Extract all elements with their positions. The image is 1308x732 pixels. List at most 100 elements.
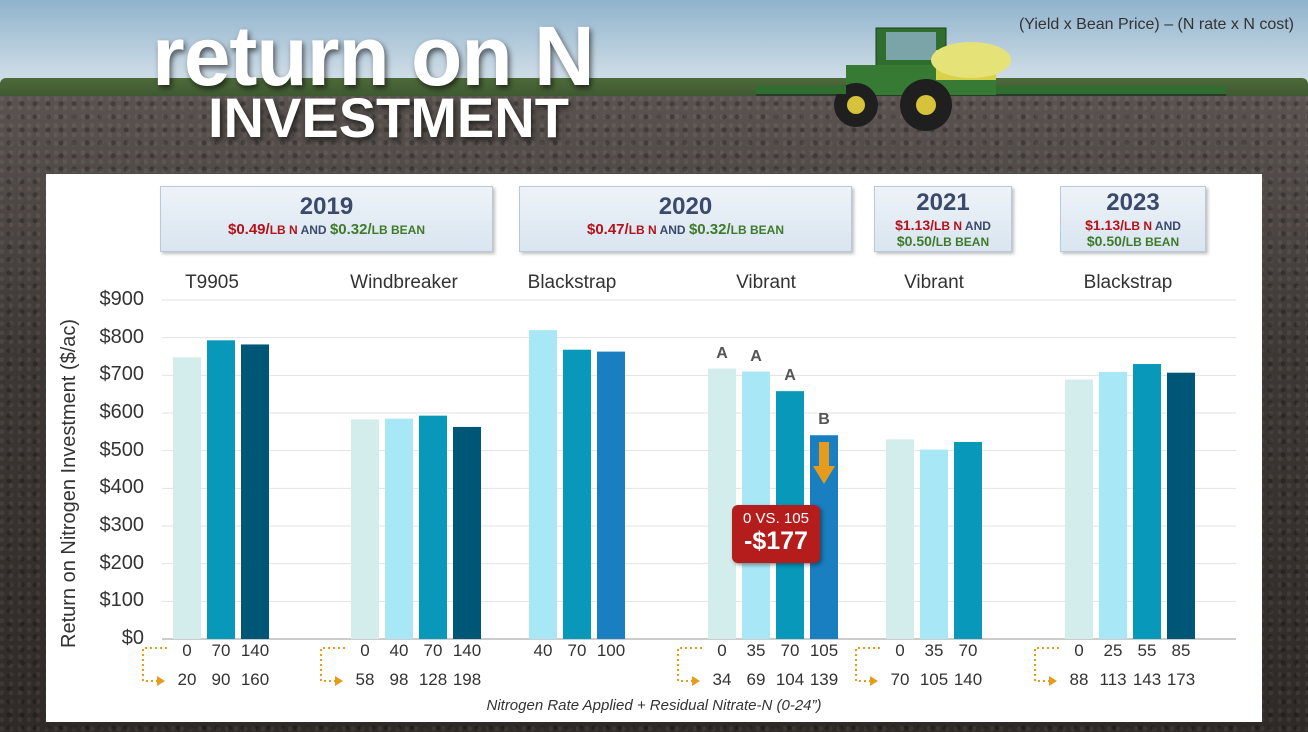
x-tick-label-rate: 70 — [423, 641, 443, 660]
connector-arrow — [1034, 647, 1059, 682]
x-tick-label-total: 20 — [177, 670, 197, 689]
x-tick-label-rate: 0 — [895, 641, 905, 660]
x-tick-label-rate: 0 — [717, 641, 727, 660]
year-box-2021: 2021 $1.13/LB N AND $0.50/LB BEAN — [874, 186, 1012, 252]
bar — [419, 415, 447, 639]
year-box-2020: 2020 $0.47/LB N AND $0.32/LB BEAN — [519, 186, 852, 252]
x-tick-label-total: 160 — [240, 670, 270, 689]
x-tick-label-total: 34 — [712, 670, 732, 689]
bar — [1133, 364, 1161, 639]
y-tick-label: $200 — [99, 551, 145, 574]
variety-label: Vibrant — [904, 272, 964, 293]
y-tick-label: $900 — [99, 288, 145, 310]
bar — [1099, 371, 1127, 639]
bar — [173, 357, 201, 639]
x-tick-label-total: 104 — [775, 670, 805, 689]
variety-label: Blackstrap — [1083, 272, 1173, 293]
connector-arrow — [320, 647, 345, 682]
n-price: $0.49/ — [227, 221, 270, 238]
x-tick-label-rate: 0 — [360, 641, 370, 660]
n-unit: LB N — [269, 223, 298, 237]
x-tick-label-total: 105 — [919, 670, 949, 689]
connector-arrow — [142, 647, 167, 682]
connector-arrow — [677, 647, 702, 682]
y-tick-label: $400 — [99, 476, 145, 499]
x-tick-label-total: 173 — [1166, 670, 1196, 689]
y-tick-label: $600 — [99, 401, 145, 423]
x-tick-label-rate: 55 — [1137, 641, 1157, 660]
x-tick-label-rate: 70 — [211, 641, 231, 660]
x-tick-label-rate: 25 — [1103, 641, 1123, 660]
x-tick-label-rate: 35 — [924, 641, 944, 660]
and-text: AND — [656, 223, 689, 237]
bar — [1065, 379, 1093, 639]
bar — [385, 418, 413, 639]
bean-price: $0.50/ — [1086, 233, 1126, 249]
bar — [529, 330, 557, 639]
x-tick-label-total: 198 — [452, 670, 482, 689]
variety-label: Vibrant — [736, 272, 796, 293]
year-box-2023: 2023 $1.13/LB N AND $0.50/LB BEAN — [1060, 186, 1206, 252]
x-tick-label-rate: 0 — [182, 641, 192, 660]
year-label: 2021 — [916, 189, 970, 216]
x-tick-label-rate: 85 — [1171, 641, 1191, 660]
bar — [708, 368, 736, 639]
x-tick-label-total: 69 — [746, 670, 766, 689]
year-label: 2019 — [299, 193, 354, 220]
significance-letter: A — [784, 367, 796, 385]
n-price: $1.13/ — [1085, 217, 1125, 233]
y-tick-label: $0 — [121, 627, 144, 649]
year-label: 2023 — [1106, 189, 1160, 216]
connector-arrowhead — [1049, 676, 1057, 686]
y-tick-label: $300 — [99, 514, 145, 536]
n-price: $1.13/ — [895, 217, 935, 233]
y-tick-label: $100 — [99, 589, 145, 612]
down-arrow-icon — [813, 442, 835, 484]
and-text: AND — [1152, 219, 1181, 233]
formula-text: (Yield x Bean Price) – (N rate x N cost) — [1018, 16, 1294, 33]
variety-label: T9905 — [185, 272, 239, 293]
x-tick-label-rate: 35 — [746, 641, 766, 660]
x-tick-label-rate: 70 — [780, 641, 800, 660]
x-tick-label-total: 90 — [211, 670, 231, 689]
x-tick-label-rate: 0 — [1074, 641, 1084, 660]
bar — [886, 439, 914, 639]
tractor-image — [756, 27, 1226, 131]
x-tick-label-total: 128 — [418, 670, 448, 689]
year-box-2019: 2019 $0.49/LB N AND $0.32/LB BEAN — [160, 186, 493, 252]
bean-price: $0.32/ — [329, 221, 372, 238]
y-tick-label: $800 — [99, 325, 145, 348]
x-tick-label-total: 113 — [1099, 670, 1127, 689]
connector-arrowhead — [692, 676, 700, 686]
connector-arrowhead — [870, 676, 878, 686]
x-tick-label-rate: 105 — [809, 641, 839, 660]
title-line2: INVESTMENT — [208, 86, 569, 149]
x-tick-label-total: 143 — [1132, 670, 1162, 689]
n-price: $0.47/ — [586, 221, 629, 238]
x-tick-label-rate: 70 — [958, 641, 978, 660]
x-tick-label-rate: 100 — [596, 641, 626, 660]
bar — [453, 426, 481, 639]
y-tick-label: $500 — [99, 438, 145, 461]
bar — [1167, 372, 1195, 639]
bar — [597, 351, 625, 639]
bean-unit: LB BEAN — [1125, 235, 1180, 249]
significance-letter: A — [750, 347, 762, 365]
x-tick-label-total: 140 — [953, 670, 983, 689]
variety-label: Blackstrap — [527, 272, 617, 293]
difference-callout: 0 VS. 105 -$177 — [732, 505, 820, 563]
x-axis-label: Nitrogen Rate Applied + Residual Nitrate… — [486, 697, 822, 714]
n-unit: LB N — [628, 223, 657, 237]
bean-price: $0.32/ — [688, 221, 731, 238]
connector-arrowhead — [157, 676, 165, 686]
significance-letter: A — [716, 344, 728, 362]
x-tick-label-rate: 70 — [567, 641, 587, 660]
variety-label: Windbreaker — [350, 272, 458, 293]
year-label: 2020 — [658, 193, 713, 220]
bean-unit: LB BEAN — [730, 223, 784, 237]
y-tick-label: $700 — [99, 363, 145, 386]
x-tick-label-total: 98 — [389, 670, 409, 689]
callout-value: -$177 — [744, 527, 808, 555]
x-tick-label-total: 58 — [355, 670, 375, 689]
